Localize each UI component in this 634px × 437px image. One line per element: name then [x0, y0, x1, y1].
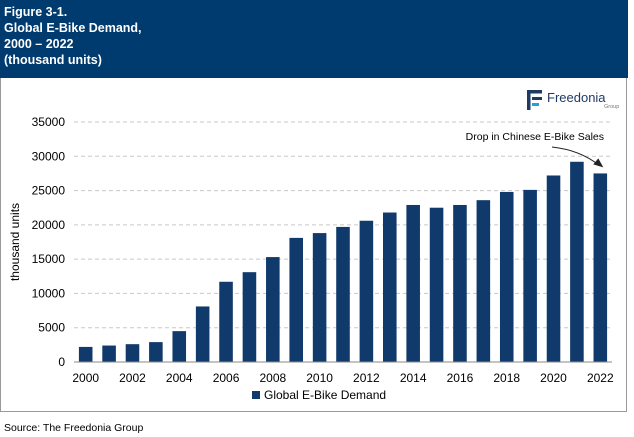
freedonia-f-logo-icon [527, 90, 542, 110]
bars [78, 161, 608, 362]
bar [149, 342, 163, 362]
chart-frame [0, 78, 627, 412]
x-tick-label: 2008 [259, 371, 286, 385]
y-axis: 0 5000 10000 15000 20000 25000 30000 35000 [32, 115, 66, 369]
logo-wordmark: Freedonia [547, 90, 606, 105]
figure-title-line-1: Figure 3-1. [4, 5, 68, 19]
bar [195, 306, 210, 362]
bar [499, 191, 514, 362]
bar [172, 331, 187, 362]
x-tick-label: 2006 [213, 371, 240, 385]
bar [570, 161, 584, 362]
bar [406, 204, 420, 362]
legend-label: Global E-Bike Demand [264, 388, 386, 402]
bar [102, 345, 116, 362]
source-note: Source: The Freedonia Group [4, 422, 144, 434]
figure-title-line-2: Global E-Bike Demand, [4, 21, 142, 35]
y-axis-label: thousand units [8, 203, 22, 281]
legend: Global E-Bike Demand [252, 388, 386, 402]
figure-title-line-3: 2000 – 2022 [4, 37, 74, 51]
x-tick-label: 2002 [119, 371, 146, 385]
annotation-label: Drop in Chinese E-Bike Sales [466, 131, 604, 143]
legend-swatch [252, 391, 260, 399]
figure-title-line-4: (thousand units) [4, 53, 102, 67]
y-tick-label: 30000 [32, 149, 66, 163]
bar [289, 237, 304, 362]
figure-header: Figure 3-1. Global E-Bike Demand, 2000 –… [0, 0, 628, 78]
logo-subtext: Group [604, 104, 620, 110]
x-tick-label: 2014 [400, 371, 427, 385]
y-tick-label: 10000 [32, 286, 66, 300]
bar [593, 173, 608, 362]
bar [336, 226, 350, 362]
y-tick-label: 35000 [32, 115, 66, 129]
annotation-arrowhead [593, 158, 604, 168]
annotation: Drop in Chinese E-Bike Sales [466, 131, 604, 168]
x-tick-label: 2020 [540, 371, 567, 385]
x-tick-label: 2010 [306, 371, 333, 385]
figure-title: Figure 3-1. Global E-Bike Demand, 2000 –… [4, 4, 142, 68]
bar [476, 200, 491, 362]
bar [312, 233, 327, 362]
x-tick-label: 2018 [493, 371, 520, 385]
bar [219, 281, 233, 362]
bar [125, 344, 140, 362]
x-axis: 2000 2002 2004 2006 2008 2010 2012 2014 2016 2018… [72, 361, 614, 385]
bar [266, 257, 280, 362]
y-tick-label: 20000 [32, 218, 66, 232]
x-tick-label: 2016 [447, 371, 474, 385]
bar [429, 207, 444, 362]
x-tick-label: 2000 [72, 371, 99, 385]
x-tick-label: 2012 [353, 371, 380, 385]
bar [242, 272, 257, 362]
bar [78, 346, 93, 362]
y-tick-label: 25000 [32, 184, 66, 198]
freedonia-logo: Freedonia Group [527, 90, 627, 112]
x-tick-label: 2004 [166, 371, 193, 385]
bar [359, 220, 374, 362]
y-tick-label: 0 [58, 355, 65, 369]
bar [523, 189, 537, 362]
bar [453, 204, 467, 362]
y-tick-label: 5000 [38, 321, 65, 335]
x-tick-label: 2022 [587, 371, 614, 385]
bar [546, 175, 561, 362]
bar [382, 212, 397, 362]
y-tick-label: 15000 [32, 252, 66, 266]
